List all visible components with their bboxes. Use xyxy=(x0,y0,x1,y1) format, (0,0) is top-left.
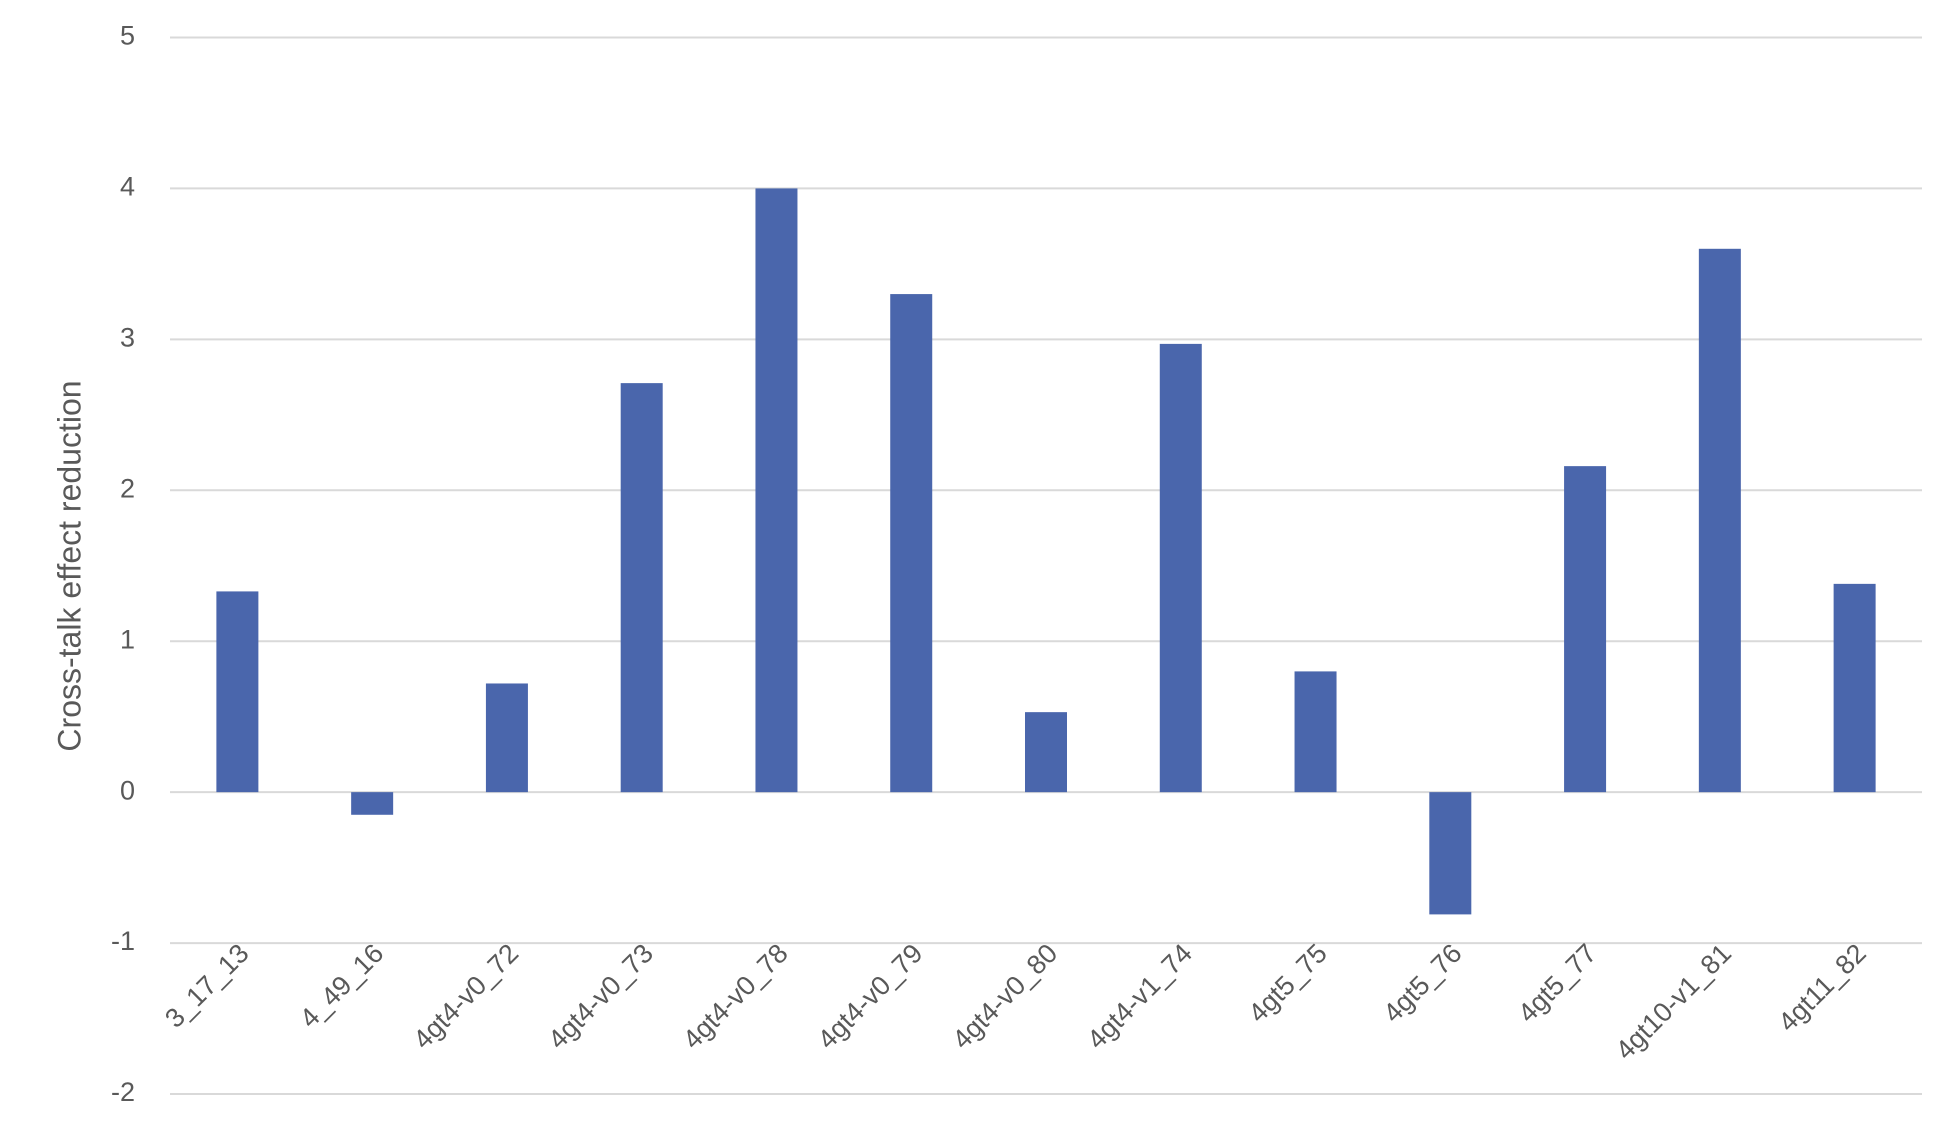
bar xyxy=(1159,343,1202,793)
y-tick-label: 0 xyxy=(120,775,135,805)
y-tick-label: -2 xyxy=(111,1077,135,1107)
x-tick-label: 4gt4-v0_79 xyxy=(812,938,929,1055)
x-tick-label: 4gt4-v0_78 xyxy=(677,938,794,1055)
bar xyxy=(1833,583,1876,793)
bar xyxy=(1698,248,1741,793)
y-tick-label: -1 xyxy=(111,926,135,956)
bar xyxy=(485,683,528,793)
x-tick-label: 4gt10-v1_81 xyxy=(1610,938,1737,1065)
bar xyxy=(351,792,394,815)
x-tick-label: 4gt5_76 xyxy=(1377,938,1467,1028)
x-tick-label: 3_17_13 xyxy=(159,938,255,1034)
bar xyxy=(1564,466,1607,793)
x-tick-label: 4_49_16 xyxy=(294,938,390,1034)
y-tick-label: 2 xyxy=(120,473,135,503)
bar xyxy=(755,188,798,793)
y-axis-title: Cross-talk effect reduction xyxy=(51,380,87,751)
bar xyxy=(216,591,259,793)
x-tick-label: 4gt4-v0_72 xyxy=(407,938,524,1055)
y-tick-label: 1 xyxy=(120,624,135,654)
x-tick-label: 4gt4-v0_73 xyxy=(542,938,659,1055)
bar xyxy=(1294,671,1337,793)
x-tick-label: 4gt11_82 xyxy=(1772,938,1871,1037)
y-tick-label: 3 xyxy=(120,322,135,352)
x-tick-label: 4gt5_77 xyxy=(1512,938,1602,1028)
bar xyxy=(1025,712,1067,793)
x-tick-label: 4gt4-v0_80 xyxy=(947,938,1064,1055)
bar xyxy=(890,294,933,793)
y-tick-label: 5 xyxy=(120,21,135,51)
bar xyxy=(1429,792,1472,915)
y-tick-label: 4 xyxy=(120,172,135,202)
x-tick-label: 4gt5_75 xyxy=(1243,938,1333,1028)
bar xyxy=(620,383,663,793)
x-tick-label: 4gt4-v1_74 xyxy=(1081,938,1198,1055)
